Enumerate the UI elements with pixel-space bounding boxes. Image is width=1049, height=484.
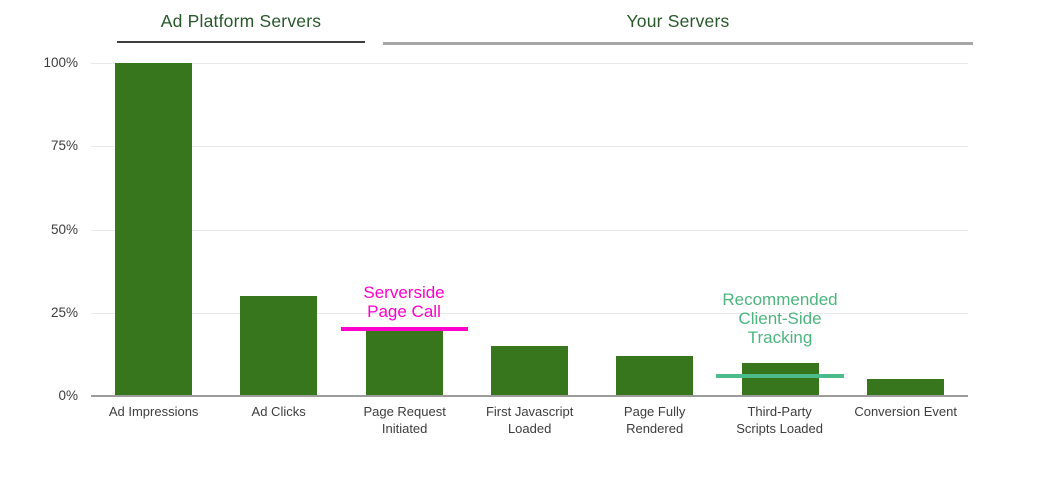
y-tick-label: 50% (50, 221, 78, 237)
y-tick-label: 75% (50, 138, 78, 154)
gridline (91, 312, 968, 314)
recommended-client-side-tracking-label: Recommended Client-Side Tracking (722, 290, 838, 347)
gridline (91, 63, 968, 64)
bar-page-request-initiated (366, 329, 443, 396)
x-tick-label: Ad Impressions (108, 404, 199, 419)
y-tick-label: 100% (43, 55, 78, 70)
x-tick-label: Page Request Initiated (363, 404, 446, 436)
bar-ad-clicks (240, 296, 317, 396)
bar-page-fully-rendered (616, 356, 693, 396)
x-tick-label: Conversion Event (854, 404, 957, 419)
x-tick-label: First Javascript Loaded (485, 404, 574, 436)
gridline (91, 229, 968, 231)
x-tick-label: Third-Party Scripts Loaded (736, 404, 823, 436)
y-tick-label: 0% (58, 388, 78, 403)
x-tick-label: Ad Clicks (251, 404, 306, 419)
serverside-page-call-label: Serverside Page Call (363, 283, 445, 321)
x-tick-label: Page Fully Rendered (623, 404, 686, 436)
group-header-ad-platform-servers: Ad Platform Servers (160, 11, 322, 31)
bar-conversion-event (867, 379, 944, 396)
bar-ad-impressions (115, 63, 192, 396)
group-underline-your-servers (383, 42, 973, 45)
bar-third-party-scripts-loaded (742, 363, 819, 396)
gridline (91, 146, 968, 148)
y-tick-label: 25% (50, 304, 78, 320)
recommended-client-side-tracking-line (716, 374, 844, 378)
group-underline-ad-platform-servers (117, 41, 365, 43)
serverside-page-call-line (341, 327, 468, 331)
bar-first-javascript-loaded (491, 346, 568, 396)
x-axis-line (91, 395, 968, 397)
group-header-your-servers: Your Servers (626, 11, 730, 31)
